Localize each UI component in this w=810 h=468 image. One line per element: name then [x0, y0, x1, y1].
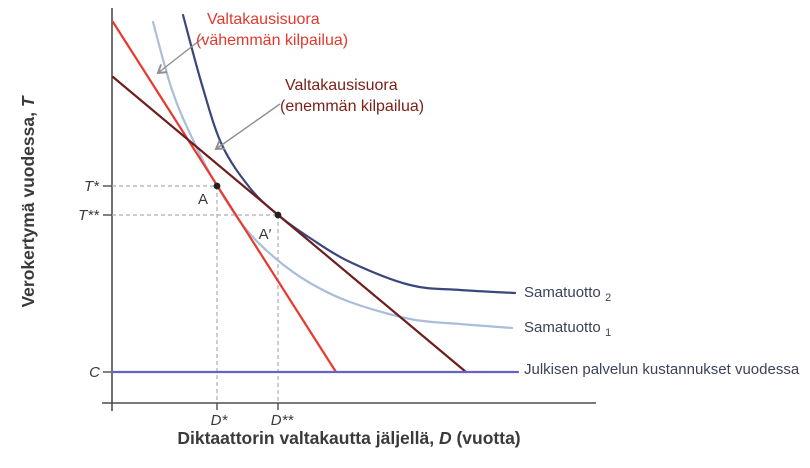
tick-label-C: C: [89, 364, 100, 381]
duration-line-less-competition: [111, 20, 338, 374]
point-A-prime: [274, 211, 282, 219]
label-samatuotto-2: Samatuotto 2: [524, 284, 611, 304]
samatuotto-1-curve: [151, 20, 514, 330]
arrow-to-more-competition-line: [214, 103, 281, 151]
tick-label-D-double-star: D**: [271, 412, 295, 429]
point-A: [213, 182, 221, 190]
tick-label-T-double-star: T**: [78, 207, 100, 224]
tick-label-T-star: T*: [84, 178, 100, 195]
label-point-A-prime: A′: [259, 226, 272, 243]
label-duration-line-less-competition-line2: (vähemmän kilpailua): [196, 32, 348, 49]
label-point-A: A: [198, 191, 208, 208]
label-samatuotto-1: Samatuotto 1: [524, 319, 611, 339]
label-duration-line-more-competition-line1: Valtakausisuora: [285, 77, 398, 94]
label-duration-line-more-competition-line2: (enemmän kilpailua): [280, 98, 424, 115]
y-axis-title: Verokertymä vuodessa, T: [18, 95, 38, 307]
label-cost-line: Julkisen palvelun kustannukset vuodessa: [524, 361, 800, 378]
samatuotto-2-curve: [181, 13, 517, 295]
tick-label-D-star: D*: [211, 412, 229, 429]
label-duration-line-less-competition-line1: Valtakausisuora: [207, 11, 320, 28]
arrow-to-less-competition-line: [156, 36, 205, 75]
x-axis-title: Diktaattorin valtakautta jäljellä, D (vu…: [177, 428, 520, 448]
duration-line-more-competition: [111, 75, 468, 374]
plot-area: [102, 8, 596, 411]
